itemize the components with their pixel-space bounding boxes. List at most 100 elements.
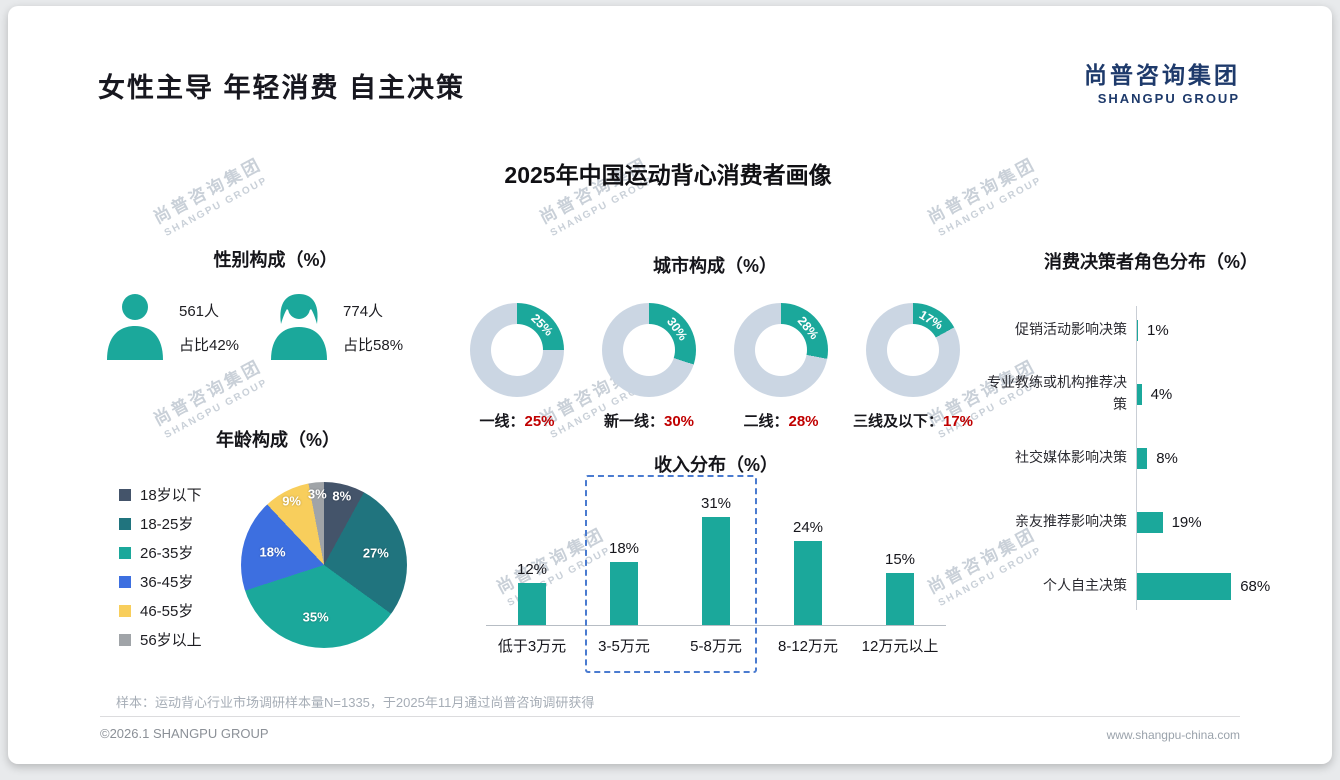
decision-label: 社交媒体影响决策 <box>1015 449 1127 466</box>
city-donut-chart: 17% <box>866 303 960 397</box>
legend-swatch <box>119 517 131 530</box>
pie-slice-label: 27% <box>362 545 389 561</box>
legend-swatch <box>119 633 131 646</box>
logo-cn-text: 尚普咨询集团 <box>1084 62 1240 88</box>
income-bar-value: 15% <box>884 550 916 568</box>
decision-bar <box>1136 511 1163 533</box>
legend-swatch <box>119 604 131 617</box>
slide-content: 女性主导 年轻消费 自主决策 尚普咨询集团 SHANGPU GROUP 2025… <box>8 6 1332 764</box>
city-donut-caption: 三线及以下：17% <box>853 410 973 431</box>
donut-hole <box>887 324 939 376</box>
income-bar-column: 15% <box>854 550 946 625</box>
legend-item: 46-55岁 <box>119 596 202 625</box>
decision-label: 个人自主决策 <box>1043 577 1127 594</box>
legend-label: 36-45岁 <box>140 574 194 591</box>
city-donut-chart: 30% <box>602 303 696 397</box>
city-name: 三线及以下： <box>852 413 943 430</box>
legend-item: 18岁以下 <box>119 480 202 509</box>
income-bar-column: 31% <box>670 494 762 625</box>
legend-swatch <box>119 488 131 501</box>
city-donut-row: 25% 一线：25% 30% 新一线：30% 28% 二线：28% 17% 三线及以下：17% <box>451 303 979 431</box>
page-title: 女性主导 年轻消费 自主决策 <box>98 73 466 103</box>
male-stats: 561人 占比42% <box>179 300 239 368</box>
income-bar <box>794 541 822 625</box>
city-name: 新一线： <box>603 413 664 430</box>
decision-row: 个人自主决策 68% <box>986 554 1316 618</box>
pie-slice-label: 3% <box>307 486 327 502</box>
city-donut-item: 28% 二线：28% <box>715 303 847 431</box>
sample-footnote: 样本：运动背心行业市场调研样本量N=1335，于2025年11月通过尚普咨询调研… <box>116 695 595 710</box>
income-x-label: 5-8万元 <box>690 638 742 655</box>
age-title: 年龄构成（%） <box>215 430 340 450</box>
income-columns: 12% 18% 31% 24% 15% <box>486 483 946 625</box>
income-bar-value: 31% <box>700 494 732 512</box>
legend-label: 18-25岁 <box>140 516 194 533</box>
income-bar-value: 12% <box>516 561 548 578</box>
decision-label: 促销活动影响决策 <box>1015 321 1127 338</box>
company-logo: 尚普咨询集团 SHANGPU GROUP <box>1084 56 1240 106</box>
decision-title: 消费决策者角色分布（%） <box>1043 252 1258 272</box>
legend-swatch <box>119 575 131 588</box>
gender-section: 性别构成（%） 561人 占比42% <box>103 246 448 368</box>
female-stats: 774人 占比58% <box>343 300 403 368</box>
city-name: 二线： <box>743 413 789 430</box>
decision-row: 社交媒体影响决策 8% <box>986 426 1316 490</box>
decision-bar <box>1136 383 1142 405</box>
pie-slice-label: 8% <box>332 488 352 504</box>
legend-label: 26-35岁 <box>140 545 194 562</box>
income-bar-value: 24% <box>792 519 824 536</box>
city-value: 17% <box>942 413 974 430</box>
decision-value: 19% <box>1171 513 1202 531</box>
footer-divider <box>100 716 1240 717</box>
city-donut-item: 25% 一线：25% <box>451 303 583 431</box>
decision-bar <box>1136 447 1148 469</box>
city-title: 城市构成（%） <box>652 256 777 276</box>
footer-website: www.shangpu-china.com <box>1106 728 1240 742</box>
city-donut-chart: 25% <box>470 303 564 397</box>
chart-main-title: 2025年中国运动背心消费者画像 <box>504 162 832 188</box>
decision-row: 专业教练或机构推荐决策 4% <box>986 362 1316 426</box>
city-donut-chart: 28% <box>734 303 828 397</box>
city-donut-item: 17% 三线及以下：17% <box>847 303 979 431</box>
decision-rows: 促销活动影响决策 1% 专业教练或机构推荐决策 4% 社交媒体影响决策 8% 亲友推荐影响决… <box>986 298 1316 618</box>
income-bar-column: 24% <box>762 519 854 625</box>
decision-value: 1% <box>1147 321 1169 339</box>
decision-row: 促销活动影响决策 1% <box>986 298 1316 362</box>
logo-en-text: SHANGPU GROUP <box>1097 91 1240 106</box>
city-value: 30% <box>663 413 695 430</box>
decision-bar <box>1136 319 1138 341</box>
income-bar <box>610 562 638 625</box>
legend-item: 56岁以上 <box>119 625 202 654</box>
income-xlabels: 低于3万元 3-5万元 5-8万元 8-12万元 12万元以上 <box>486 625 946 656</box>
decision-section: 消费决策者角色分布（%） 促销活动影响决策 1% 专业教练或机构推荐决策 4% 社交媒体… <box>986 248 1316 618</box>
income-x-label: 12万元以上 <box>861 638 939 655</box>
income-bar <box>518 583 546 625</box>
legend-item: 36-45岁 <box>119 567 202 596</box>
legend-swatch <box>119 546 131 559</box>
decision-bar <box>1136 572 1232 600</box>
city-donut-item: 30% 新一线：30% <box>583 303 715 431</box>
income-chart: 12% 18% 31% 24% 15% 低于3万元 3-5万元 5-8万元 8-12万元 12万… <box>486 475 946 673</box>
age-section: 年龄构成（%） 18岁以下 18-25岁 26-35岁 36-45岁 46-55岁 56岁… <box>103 426 453 688</box>
decision-value: 4% <box>1150 385 1173 403</box>
female-icon <box>267 292 331 360</box>
income-bar-column: 12% <box>486 561 578 625</box>
donut-hole <box>623 324 675 376</box>
income-bar <box>886 572 914 625</box>
male-share: 占比42% <box>179 337 240 354</box>
age-pie-chart: 8% 27% 35% 18% 9% 3% <box>241 482 407 648</box>
decision-row: 亲友推荐影响决策 19% <box>986 490 1316 554</box>
income-bar-column: 18% <box>578 540 670 625</box>
income-x-label: 3-5万元 <box>598 638 650 655</box>
donut-hole <box>755 324 807 376</box>
decision-label: 亲友推荐影响决策 <box>1015 513 1127 530</box>
footer-copyright: ©2026.1 SHANGPU GROUP <box>100 726 269 741</box>
city-name: 一线： <box>479 413 525 430</box>
male-count: 561人 <box>179 303 220 320</box>
city-section: 城市构成（%） 25% 一线：25% 30% 新一线：30% 28% 二线：28% 17% 三… <box>451 252 979 431</box>
decision-label: 专业教练或机构推荐决策 <box>987 374 1127 412</box>
income-bar <box>702 516 730 625</box>
male-icon <box>103 292 167 360</box>
age-legend: 18岁以下 18-25岁 26-35岁 36-45岁 46-55岁 56岁以上 <box>119 480 202 654</box>
city-donut-caption: 二线：28% <box>743 410 818 431</box>
